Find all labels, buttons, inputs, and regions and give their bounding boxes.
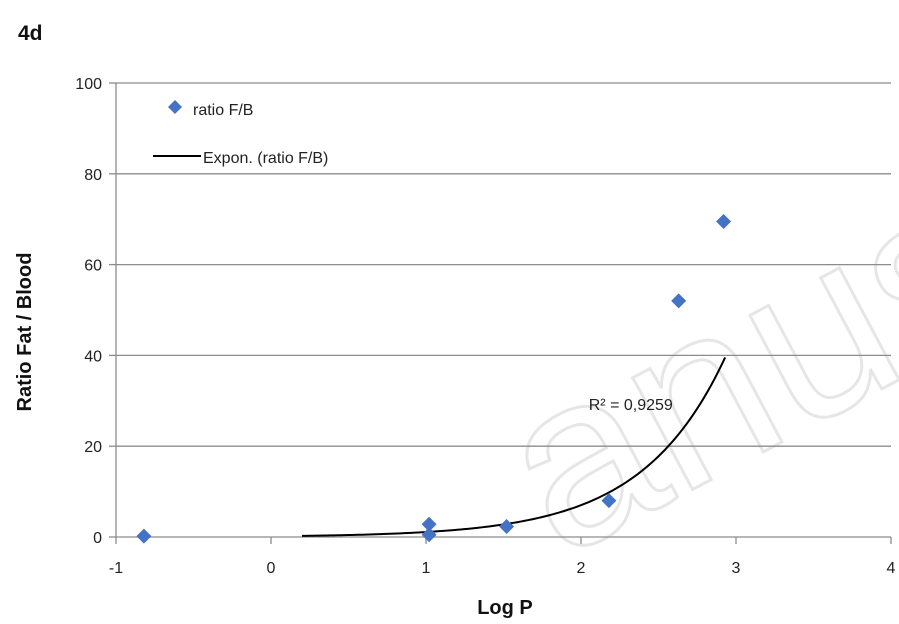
axes xyxy=(109,82,892,544)
y-tick-label: 20 xyxy=(84,439,102,456)
y-axis-title: Ratio Fat / Blood xyxy=(14,253,36,412)
x-tick-labels: -1 0 1 2 3 4 xyxy=(109,560,896,577)
x-tick-label: 0 xyxy=(267,560,276,577)
x-tick-label: 4 xyxy=(887,560,896,577)
x-tick-label: 1 xyxy=(422,560,431,577)
data-point xyxy=(421,527,437,543)
y-tick-label: 40 xyxy=(84,348,102,365)
watermark: anus xyxy=(458,124,899,605)
data-point xyxy=(671,293,687,309)
y-tick-label: 0 xyxy=(93,530,102,547)
y-tick-label: 100 xyxy=(75,76,102,93)
x-tick-label: 2 xyxy=(577,560,586,577)
y-tick-label: 80 xyxy=(84,167,102,184)
x-tick-label: -1 xyxy=(109,560,123,577)
panel-label: 4d xyxy=(18,22,43,45)
y-tick-labels: 0 20 40 60 80 100 xyxy=(75,76,102,547)
legend-label-ratio: ratio F/B xyxy=(193,102,253,119)
y-tick-label: 60 xyxy=(84,258,102,275)
data-point xyxy=(136,528,152,544)
data-point xyxy=(499,519,515,535)
x-axis-title: Log P xyxy=(477,597,533,619)
data-points xyxy=(136,213,732,544)
data-point xyxy=(716,213,732,229)
r-squared-annotation: R² = 0,9259 xyxy=(589,397,673,414)
trendline-exponential xyxy=(301,356,727,537)
legend-label-trend: Expon. (ratio F/B) xyxy=(203,150,328,167)
legend: ratio F/B Expon. (ratio F/B) xyxy=(153,100,328,167)
legend-marker-diamond xyxy=(168,100,182,114)
x-tick-label: 3 xyxy=(732,560,741,577)
data-point xyxy=(601,493,617,509)
data-point xyxy=(421,516,437,532)
gridlines xyxy=(116,82,891,447)
trendline-layer xyxy=(301,356,727,537)
